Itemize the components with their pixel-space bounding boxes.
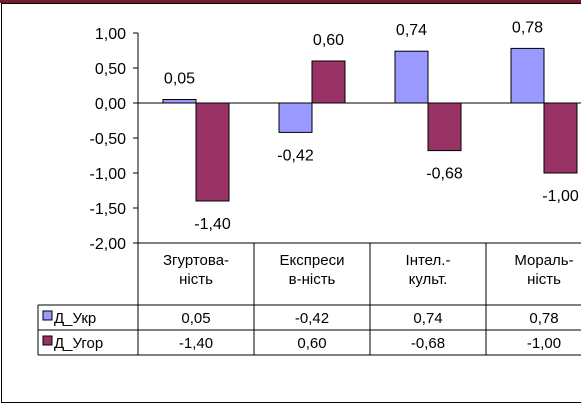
bar-2-4 (543, 102, 578, 174)
y-tick-label: -2,00 (90, 236, 127, 253)
data-label: 0,78 (512, 19, 543, 36)
category-label: ність (527, 271, 561, 288)
series-name: Д_Угор (54, 335, 103, 352)
data-label: -1,00 (542, 188, 579, 205)
legend-key-2 (42, 335, 53, 346)
table-cell: 0,78 (529, 310, 558, 327)
table-cell: -0,42 (295, 310, 329, 327)
category-label: ність (179, 271, 213, 288)
category-label: в-ність (289, 271, 336, 288)
y-tick-label: 1,00 (95, 26, 126, 43)
y-tick-label: 0,00 (95, 96, 126, 113)
bar-1-2 (278, 102, 313, 133)
window-top-bar (0, 0, 581, 3)
table-cell: -1,00 (527, 335, 561, 352)
legend-key-1 (42, 310, 53, 321)
bar-1-4 (510, 47, 545, 104)
data-label: -1,40 (194, 216, 231, 233)
data-label: -0,68 (426, 166, 463, 183)
category-label: Згуртова- (163, 252, 229, 269)
table-cell: 0,60 (297, 335, 326, 352)
table-cell: 0,05 (181, 310, 210, 327)
series-name: Д_Укр (54, 310, 96, 327)
data-label: 0,05 (164, 71, 195, 88)
category-label: Мораль- (514, 252, 573, 269)
bar-1-1 (162, 99, 197, 104)
bar-1-3 (394, 50, 429, 104)
data-label: -0,42 (277, 147, 314, 164)
bar-2-3 (427, 102, 462, 152)
y-tick-label: -1,50 (90, 201, 127, 218)
table-cell: 0,74 (413, 310, 442, 327)
y-tick-label: 0,50 (95, 61, 126, 78)
y-tick-label: -0,50 (90, 131, 127, 148)
data-label: 0,60 (313, 32, 344, 49)
category-label: культ. (409, 271, 448, 288)
bar-2-1 (195, 102, 230, 202)
y-tick-label: -1,00 (90, 166, 127, 183)
bar-2-2 (311, 60, 346, 104)
category-label: Інтел.- (406, 252, 451, 269)
data-label: 0,74 (396, 22, 427, 39)
chart-frame (1, 3, 581, 403)
category-label: Експреси (280, 252, 345, 269)
table-cell: -1,40 (179, 335, 213, 352)
table-cell: -0,68 (411, 335, 445, 352)
